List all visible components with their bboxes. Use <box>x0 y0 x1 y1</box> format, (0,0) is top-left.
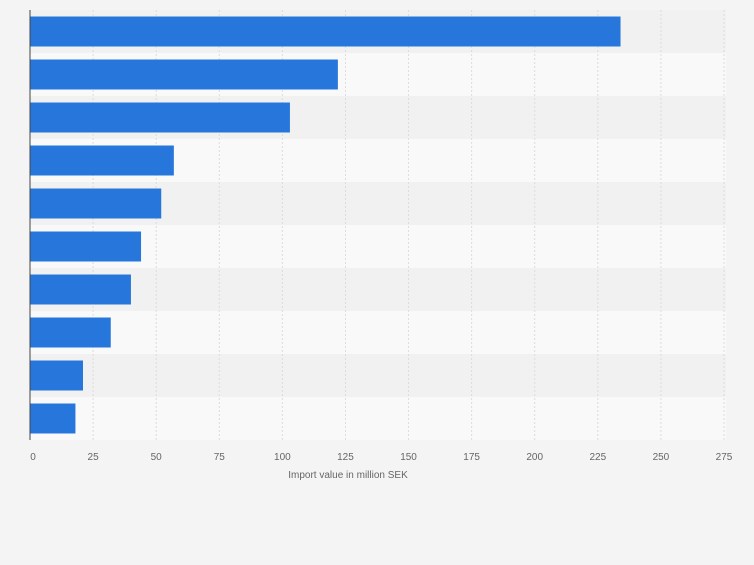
bar[interactable] <box>30 16 621 47</box>
bar[interactable] <box>30 145 174 176</box>
row-band <box>30 354 726 397</box>
x-tick-label: 75 <box>214 452 226 463</box>
x-tick-label: 150 <box>400 452 417 463</box>
row-band <box>30 311 726 354</box>
row-band <box>30 397 726 440</box>
x-axis-title: Import value in million SEK <box>288 470 408 481</box>
bar[interactable] <box>30 231 142 262</box>
x-tick-label: 175 <box>463 452 480 463</box>
x-tick-label: 275 <box>716 452 733 463</box>
bar[interactable] <box>30 59 338 90</box>
row-band <box>30 268 726 311</box>
x-tick-labels: 0 25 50 75 100 125 150 175 200 225 250 275 <box>30 452 733 463</box>
x-tick-label: 0 <box>30 452 36 463</box>
bar[interactable] <box>30 360 83 391</box>
bar[interactable] <box>30 403 76 434</box>
x-tick-label: 200 <box>526 452 543 463</box>
x-tick-label: 250 <box>653 452 670 463</box>
x-tick-label: 25 <box>88 452 100 463</box>
bar[interactable] <box>30 274 131 305</box>
x-tick-label: 225 <box>589 452 606 463</box>
bar[interactable] <box>30 188 162 219</box>
bar[interactable] <box>30 317 111 348</box>
row-band <box>30 225 726 268</box>
x-tick-label: 100 <box>274 452 291 463</box>
x-tick-label: 125 <box>337 452 354 463</box>
x-tick-label: 50 <box>151 452 163 463</box>
bar[interactable] <box>30 102 290 133</box>
bars <box>30 16 621 434</box>
